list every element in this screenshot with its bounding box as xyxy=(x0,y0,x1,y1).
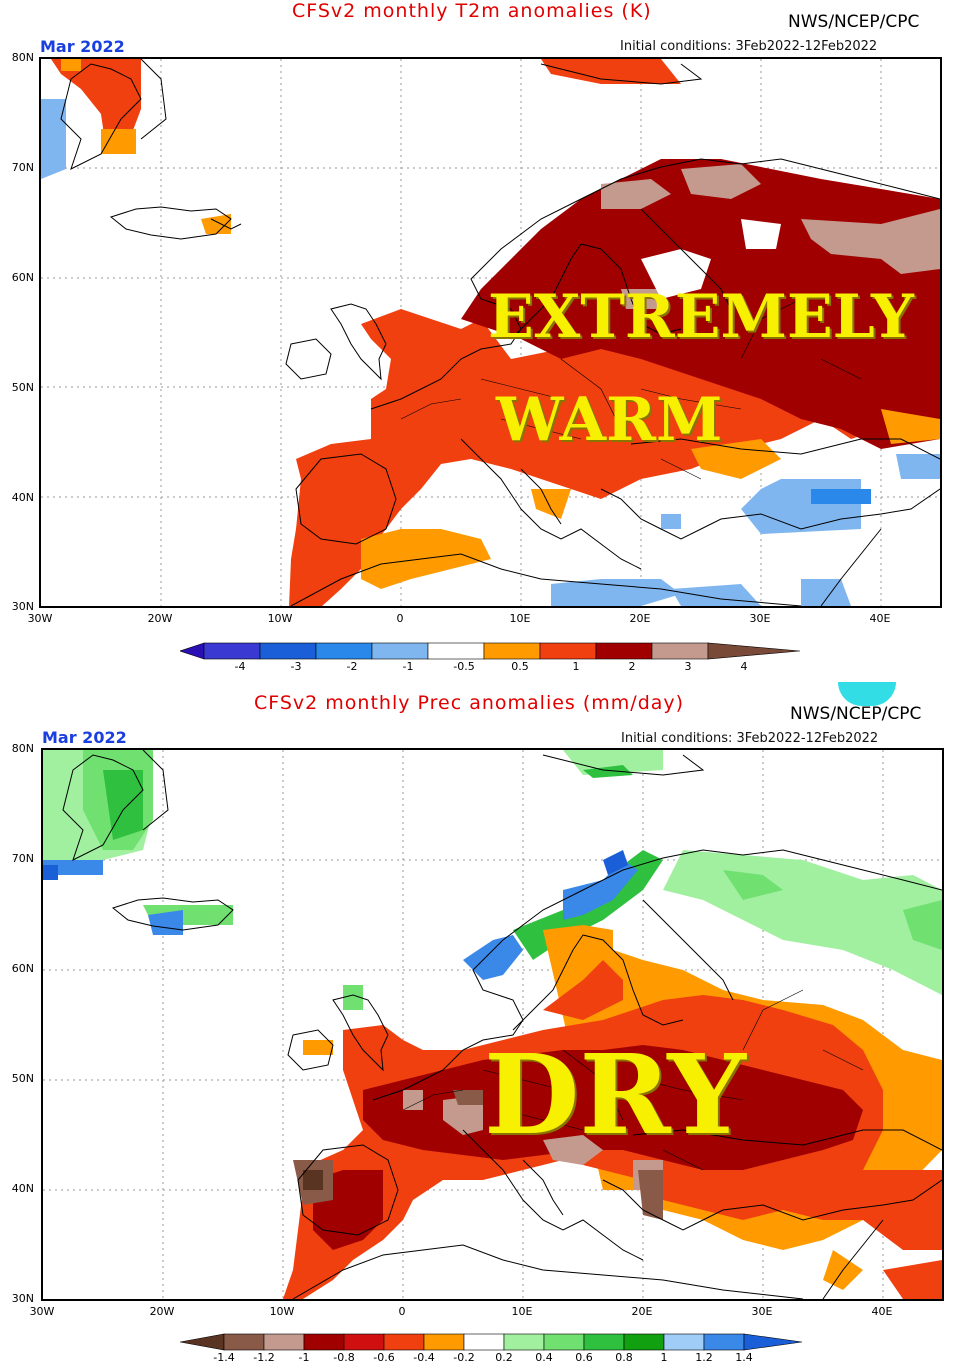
forecast-month: Mar 2022 xyxy=(42,728,127,747)
colorbar-label: -0.6 xyxy=(373,1351,395,1364)
colorbar-label: 1.4 xyxy=(735,1351,753,1364)
colorbar-label: 0.2 xyxy=(495,1351,513,1364)
t2m-colorbar xyxy=(180,642,801,660)
overlay-text: WARM xyxy=(496,385,723,455)
lat-label: 60N xyxy=(11,962,34,975)
prec-map xyxy=(41,748,944,1301)
lon-label: 10E xyxy=(511,1305,533,1318)
initial-conditions: Initial conditions: 3Feb2022-12Feb2022 xyxy=(621,731,879,746)
panel-title: CFSv2 monthly T2m anomalies (K) xyxy=(292,0,652,22)
t2m-panel: CFSv2 monthly T2m anomalies (K) NWS/NCEP… xyxy=(0,0,956,680)
lat-label: 80N xyxy=(11,51,34,64)
lon-label: 10W xyxy=(267,612,293,625)
colorbar-label: 4 xyxy=(740,660,748,673)
colorbar-label: -1.2 xyxy=(253,1351,275,1364)
colorbar-label: 1.2 xyxy=(695,1351,713,1364)
colorbar-label: 0.6 xyxy=(575,1351,593,1364)
lon-label: 20E xyxy=(629,612,651,625)
lon-label: 40E xyxy=(869,612,891,625)
lon-label: 30E xyxy=(751,1305,773,1318)
colorbar-label: 0.8 xyxy=(615,1351,633,1364)
colorbar-label: -0.2 xyxy=(453,1351,475,1364)
lon-label: 40E xyxy=(871,1305,893,1318)
coastlines xyxy=(60,59,940,606)
lat-label: 60N xyxy=(11,271,34,284)
colorbar-label: 0.5 xyxy=(511,660,529,673)
lon-label: 30W xyxy=(27,612,53,625)
colorbar-label: -3 xyxy=(290,660,302,673)
lat-label: 40N xyxy=(11,491,34,504)
lon-label: 30E xyxy=(749,612,771,625)
colorbar-label: -1 xyxy=(402,660,414,673)
lat-label: 70N xyxy=(11,161,34,174)
colorbar-label: -2 xyxy=(346,660,358,673)
lon-label: 10E xyxy=(509,612,531,625)
lat-label: 30N xyxy=(11,600,34,613)
colorbar-label: -1 xyxy=(298,1351,310,1364)
panel-title: CFSv2 monthly Prec anomalies (mm/day) xyxy=(254,692,685,714)
colorbar-label: 1 xyxy=(660,1351,668,1364)
agency-label: NWS/NCEP/CPC xyxy=(790,704,922,724)
colorbar-label: -1.4 xyxy=(213,1351,235,1364)
lat-label: 70N xyxy=(11,852,34,865)
t2m-map xyxy=(39,57,942,608)
lon-label: 10W xyxy=(269,1305,295,1318)
colorbar-label: -0.4 xyxy=(413,1351,435,1364)
colorbar-label: -0.5 xyxy=(453,660,475,673)
lon-label: 20E xyxy=(631,1305,653,1318)
precip-anomaly-field xyxy=(43,750,942,1299)
colorbar-label: 2 xyxy=(628,660,636,673)
lon-label: 0 xyxy=(396,612,404,625)
lat-label: 50N xyxy=(11,381,34,394)
lon-label: 30W xyxy=(29,1305,55,1318)
agency-label: NWS/NCEP/CPC xyxy=(788,12,920,32)
coastlines xyxy=(62,750,942,1299)
lat-label: 80N xyxy=(11,742,34,755)
colorbar-label: -4 xyxy=(234,660,246,673)
forecast-month: Mar 2022 xyxy=(40,37,125,56)
colorbar-label: 0.4 xyxy=(535,1351,553,1364)
lon-label: 20W xyxy=(149,1305,175,1318)
initial-conditions: Initial conditions: 3Feb2022-12Feb2022 xyxy=(620,39,878,54)
colorbar-label: -0.8 xyxy=(333,1351,355,1364)
prec-panel: CFSv2 monthly Prec anomalies (mm/day) NW… xyxy=(0,690,956,1372)
lat-label: 40N xyxy=(11,1182,34,1195)
lat-label: 30N xyxy=(11,1292,34,1305)
lon-label: 0 xyxy=(398,1305,406,1318)
colorbar-label: 1 xyxy=(572,660,580,673)
lat-label: 50N xyxy=(11,1072,34,1085)
overlay-text: EXTREMELY xyxy=(488,282,914,352)
prec-colorbar xyxy=(180,1333,803,1351)
overlay-text: DRY xyxy=(484,1030,746,1159)
warm-anomaly-field xyxy=(41,59,940,606)
colorbar-label: 3 xyxy=(684,660,692,673)
lon-label: 20W xyxy=(147,612,173,625)
